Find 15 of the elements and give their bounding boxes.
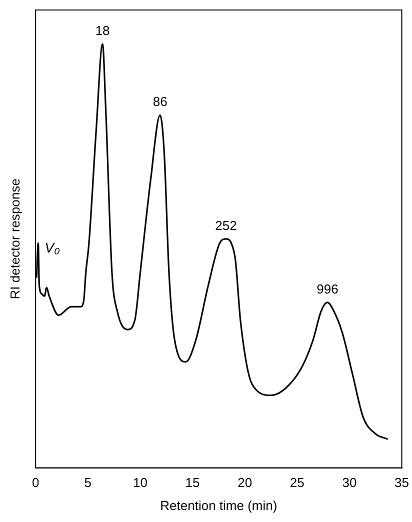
annotation: 996 xyxy=(316,282,338,297)
y-axis-title: RI detector response xyxy=(7,178,22,300)
x-tick-label: 35 xyxy=(394,475,410,490)
x-tick-label: 30 xyxy=(342,475,357,490)
annotation: 18 xyxy=(95,22,110,38)
annotation: V₀ xyxy=(44,240,60,256)
x-tick-label: 20 xyxy=(238,475,252,490)
x-tick-label: 15 xyxy=(185,475,200,490)
annotation: 86 xyxy=(152,94,168,110)
x-tick-label: 10 xyxy=(132,475,148,490)
x-axis-title: Retention time (min) xyxy=(160,498,278,513)
x-tick-label: 5 xyxy=(84,475,92,490)
annotation: 252 xyxy=(215,218,237,233)
x-tick-label: 25 xyxy=(290,475,304,490)
x-tick-label: 0 xyxy=(32,475,40,490)
